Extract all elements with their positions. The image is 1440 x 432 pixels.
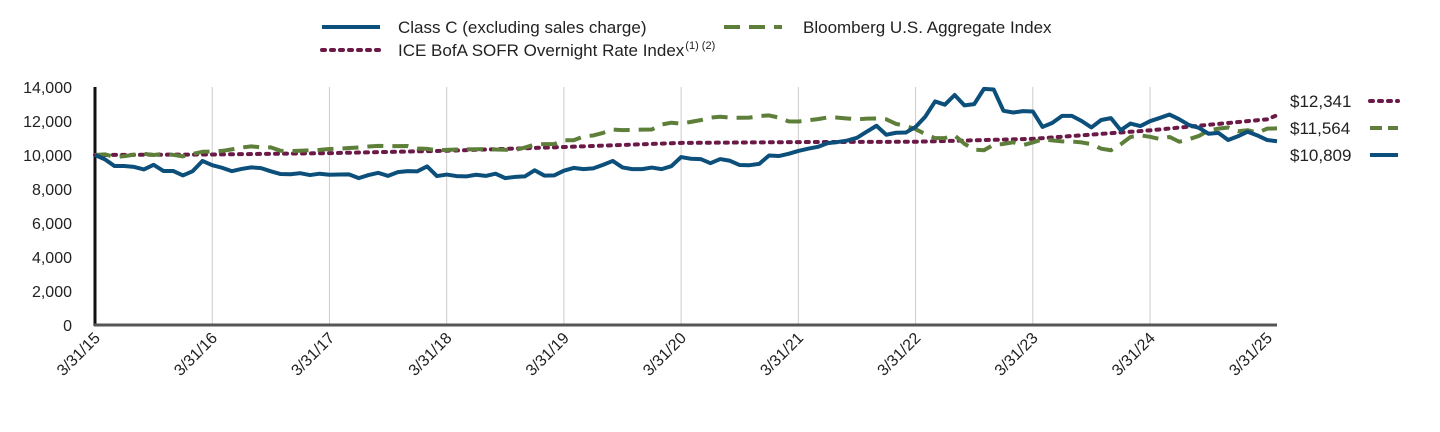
x-tick-label: 3/31/21 <box>757 330 807 380</box>
y-tick-label: 10,000 <box>23 148 72 165</box>
legend-label-sofr-footnote: (1) (2) <box>685 40 715 52</box>
y-tick-label: 0 <box>63 318 72 335</box>
x-tick-label: 3/31/18 <box>406 330 456 380</box>
end-label-bloomberg: $11,564 <box>1290 119 1350 138</box>
end-labels: $12,341 $11,564 $10,809 <box>1290 92 1400 165</box>
x-tick-label: 3/31/17 <box>289 330 339 380</box>
legend-item-sofr: ICE BofA SOFR Overnight Rate Index(1) (2… <box>320 40 715 60</box>
x-tick-label: 3/31/25 <box>1226 330 1276 380</box>
y-tick-label: 2,000 <box>32 284 72 301</box>
legend-label-class-c: Class C (excluding sales charge) <box>398 18 647 37</box>
legend-label-sofr-text: ICE BofA SOFR Overnight Rate Index <box>398 41 685 60</box>
legend-label-bloomberg: Bloomberg U.S. Aggregate Index <box>803 18 1052 37</box>
x-tick-label: 3/31/22 <box>875 330 925 380</box>
series <box>93 86 1279 181</box>
x-tick-label: 3/31/15 <box>54 330 104 380</box>
y-tick-label: 14,000 <box>23 80 72 97</box>
series-line-sofr <box>93 113 1279 157</box>
series-line-bloomberg <box>94 113 1278 160</box>
y-tick-label: 12,000 <box>23 114 72 131</box>
y-tick-label: 4,000 <box>32 250 72 267</box>
x-tick-label: 3/31/24 <box>1109 330 1159 380</box>
legend-label-sofr: ICE BofA SOFR Overnight Rate Index(1) (2… <box>398 40 715 60</box>
x-tick-label: 3/31/23 <box>992 330 1042 380</box>
end-label-sofr: $12,341 <box>1290 92 1351 111</box>
y-tick-label: 8,000 <box>32 182 72 199</box>
legend-item-class-c: Class C (excluding sales charge) <box>322 18 647 37</box>
end-label-class-c: $10,809 <box>1290 146 1351 165</box>
y-tick-label: 6,000 <box>32 216 72 233</box>
x-tick-label: 3/31/16 <box>171 330 221 380</box>
legend: Class C (excluding sales charge) Bloombe… <box>320 18 1052 60</box>
x-tick-label: 3/31/20 <box>640 330 690 380</box>
gridlines <box>211 87 1151 325</box>
series-line-class-c <box>94 86 1278 181</box>
x-tick-label: 3/31/19 <box>523 330 573 380</box>
legend-item-bloomberg: Bloomberg U.S. Aggregate Index <box>724 18 1052 37</box>
